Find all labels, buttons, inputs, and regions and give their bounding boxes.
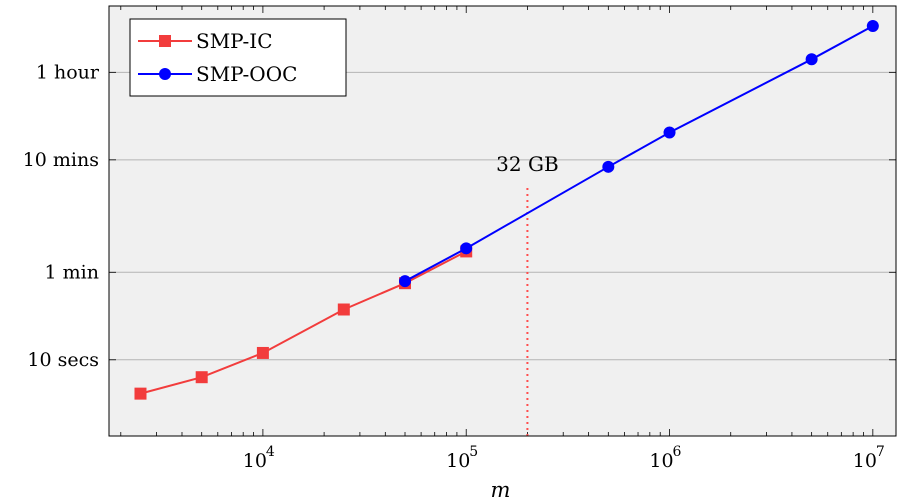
y-tick-label: 1 min [45, 261, 99, 283]
x-tick-label: 10 [853, 450, 877, 472]
data-point [866, 19, 879, 32]
x-tick-exponent: 7 [876, 444, 885, 460]
data-point [195, 371, 208, 384]
legend-box [129, 18, 347, 97]
series-group [134, 19, 879, 400]
data-point [663, 126, 676, 139]
legend-marker [159, 35, 171, 47]
data-point [337, 303, 350, 316]
legend-entry: SMP-OOC [138, 62, 297, 86]
x-tick-exponent: 4 [266, 444, 275, 460]
axis-ticks [109, 6, 896, 436]
x-tick-exponent: 6 [673, 444, 682, 460]
data-point [134, 387, 147, 400]
x-tick-label: 10 [243, 450, 267, 472]
data-point [256, 346, 269, 359]
x-tick-label: 10 [649, 450, 673, 472]
y-tick-label: 10 secs [27, 349, 99, 371]
series-line [140, 250, 467, 395]
x-tick-labels: 104 105 106 107 [243, 444, 885, 472]
x-tick-exponent: 5 [469, 444, 478, 460]
data-point [399, 275, 412, 288]
legend-marker [159, 68, 171, 80]
annotations: 32 GB [496, 152, 559, 436]
data-point [602, 160, 615, 173]
data-point [460, 242, 473, 255]
x-axis-label: m [491, 478, 511, 502]
threshold-label: 32 GB [496, 152, 558, 176]
series-line [404, 25, 874, 283]
y-tick-label: 10 mins [23, 149, 99, 171]
legend: SMP-IC SMP-OOC [129, 18, 347, 97]
y-tick-labels: 10 secs 1 min 10 mins 1 hour [23, 61, 100, 370]
legend-label: SMP-IC [196, 29, 273, 53]
plot-frame [108, 5, 897, 437]
legend-entry: SMP-IC [138, 29, 273, 53]
y-tick-label: 1 hour [36, 61, 100, 83]
x-tick-label: 10 [446, 450, 470, 472]
series-smp-ooc [399, 19, 879, 288]
legend-label: SMP-OOC [196, 62, 297, 86]
data-point [805, 53, 818, 66]
